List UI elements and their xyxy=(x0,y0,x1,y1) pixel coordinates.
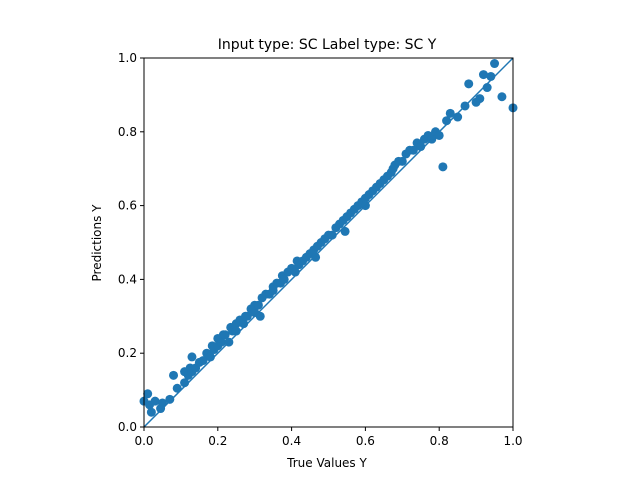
x-tick-label: 0.8 xyxy=(430,434,449,448)
data-points xyxy=(139,59,518,417)
data-point xyxy=(279,274,289,284)
data-point xyxy=(445,108,455,118)
x-axis-ticks: 0.0 0.2 0.4 0.6 0.8 1.0 xyxy=(134,427,523,448)
y-tick-label: 0.6 xyxy=(118,199,137,213)
x-axis-label: True Values Y xyxy=(286,456,367,470)
data-point xyxy=(408,145,418,155)
data-point xyxy=(187,352,197,362)
data-point xyxy=(475,94,485,104)
data-point xyxy=(490,59,500,69)
data-point xyxy=(478,70,488,80)
y-tick-label: 0.2 xyxy=(118,346,137,360)
data-point xyxy=(198,356,208,366)
x-tick-label: 0.4 xyxy=(282,434,301,448)
x-tick-label: 0.6 xyxy=(356,434,375,448)
data-point xyxy=(438,162,448,172)
y-tick-label: 0.0 xyxy=(118,420,137,434)
data-point xyxy=(253,300,263,310)
data-point xyxy=(216,337,226,347)
data-point xyxy=(143,389,153,399)
data-point xyxy=(150,396,160,406)
chart-title: Input type: SC Label type: SC Y xyxy=(218,37,437,53)
y-axis-ticks: 0.0 0.2 0.4 0.6 0.8 1.0 xyxy=(118,51,144,434)
data-point xyxy=(165,394,175,404)
y-tick-label: 1.0 xyxy=(118,51,137,65)
x-tick-label: 0.2 xyxy=(208,434,227,448)
y-tick-label: 0.4 xyxy=(118,272,137,286)
reference-line xyxy=(143,57,514,428)
data-point xyxy=(464,79,474,89)
y-axis-label: Predictions Y xyxy=(90,204,104,282)
data-point xyxy=(220,330,230,340)
x-tick-label: 0.0 xyxy=(134,434,153,448)
y-tick-label: 0.8 xyxy=(118,125,137,139)
data-point xyxy=(397,156,407,166)
data-point xyxy=(311,252,321,262)
data-point xyxy=(497,92,507,102)
plot-frame xyxy=(143,57,514,428)
data-point xyxy=(242,311,252,321)
data-point xyxy=(169,370,179,380)
data-point xyxy=(146,407,156,417)
x-tick-label: 1.0 xyxy=(503,434,522,448)
